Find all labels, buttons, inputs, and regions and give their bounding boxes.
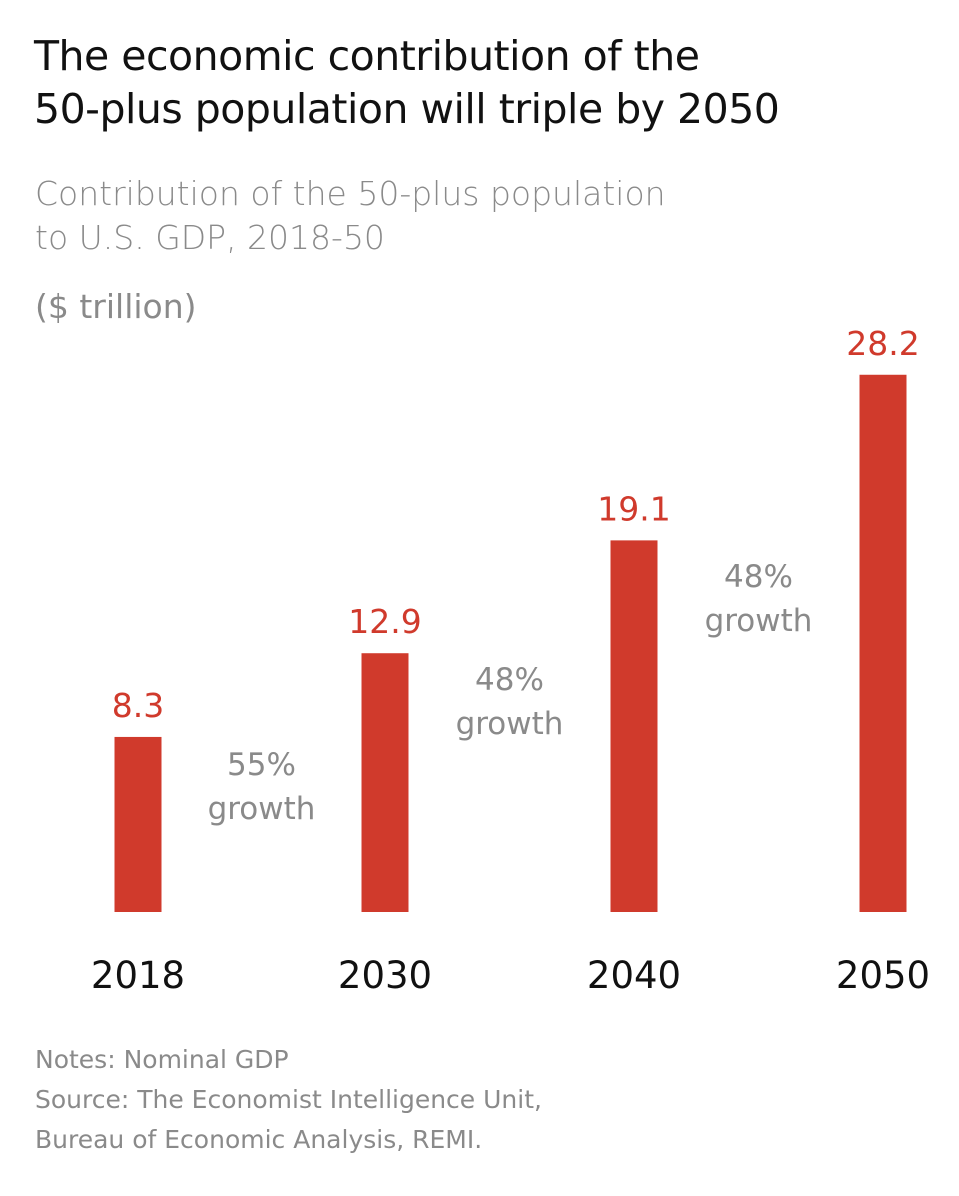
growth-annotation: 48% xyxy=(724,559,793,595)
unit-label: ($ trillion) xyxy=(35,287,197,326)
chart-subtitle: Contribution of the 50-plus population t… xyxy=(35,172,666,260)
title-line-1: The economic contribution of the xyxy=(34,32,700,80)
growth-annotation: 48% xyxy=(475,662,544,698)
bar-2050 xyxy=(859,374,907,912)
notes-line: Notes: Nominal GDP xyxy=(35,1045,289,1074)
x-tick-label: 2050 xyxy=(836,954,930,997)
data-label: 28.2 xyxy=(846,324,919,363)
bar-2030 xyxy=(361,653,409,912)
data-label: 12.9 xyxy=(348,602,421,641)
x-tick-label: 2018 xyxy=(91,954,185,997)
growth-annotation: growth xyxy=(208,791,316,827)
notes: Notes: Nominal GDP Source: The Economist… xyxy=(35,1040,542,1160)
data-label: 8.3 xyxy=(112,686,164,725)
growth-annotation: 55% xyxy=(227,747,296,783)
title-line-2: 50-plus population will triple by 2050 xyxy=(34,85,780,133)
growth-annotation: growth xyxy=(456,706,564,742)
bar-2040 xyxy=(610,540,658,912)
x-tick-label: 2040 xyxy=(587,954,681,997)
data-label: 19.1 xyxy=(597,489,670,528)
growth-annotation: growth xyxy=(705,603,813,639)
chart-title: The economic contribution of the 50-plus… xyxy=(34,30,780,136)
subtitle-line-2: to U.S. GDP, 2018-50 xyxy=(35,218,385,257)
bar-2018 xyxy=(114,736,162,912)
source-line-2: Bureau of Economic Analysis, REMI. xyxy=(35,1125,483,1154)
subtitle-line-1: Contribution of the 50-plus population xyxy=(35,174,666,213)
source-line-1: Source: The Economist Intelligence Unit, xyxy=(35,1085,542,1114)
x-tick-label: 2030 xyxy=(338,954,432,997)
